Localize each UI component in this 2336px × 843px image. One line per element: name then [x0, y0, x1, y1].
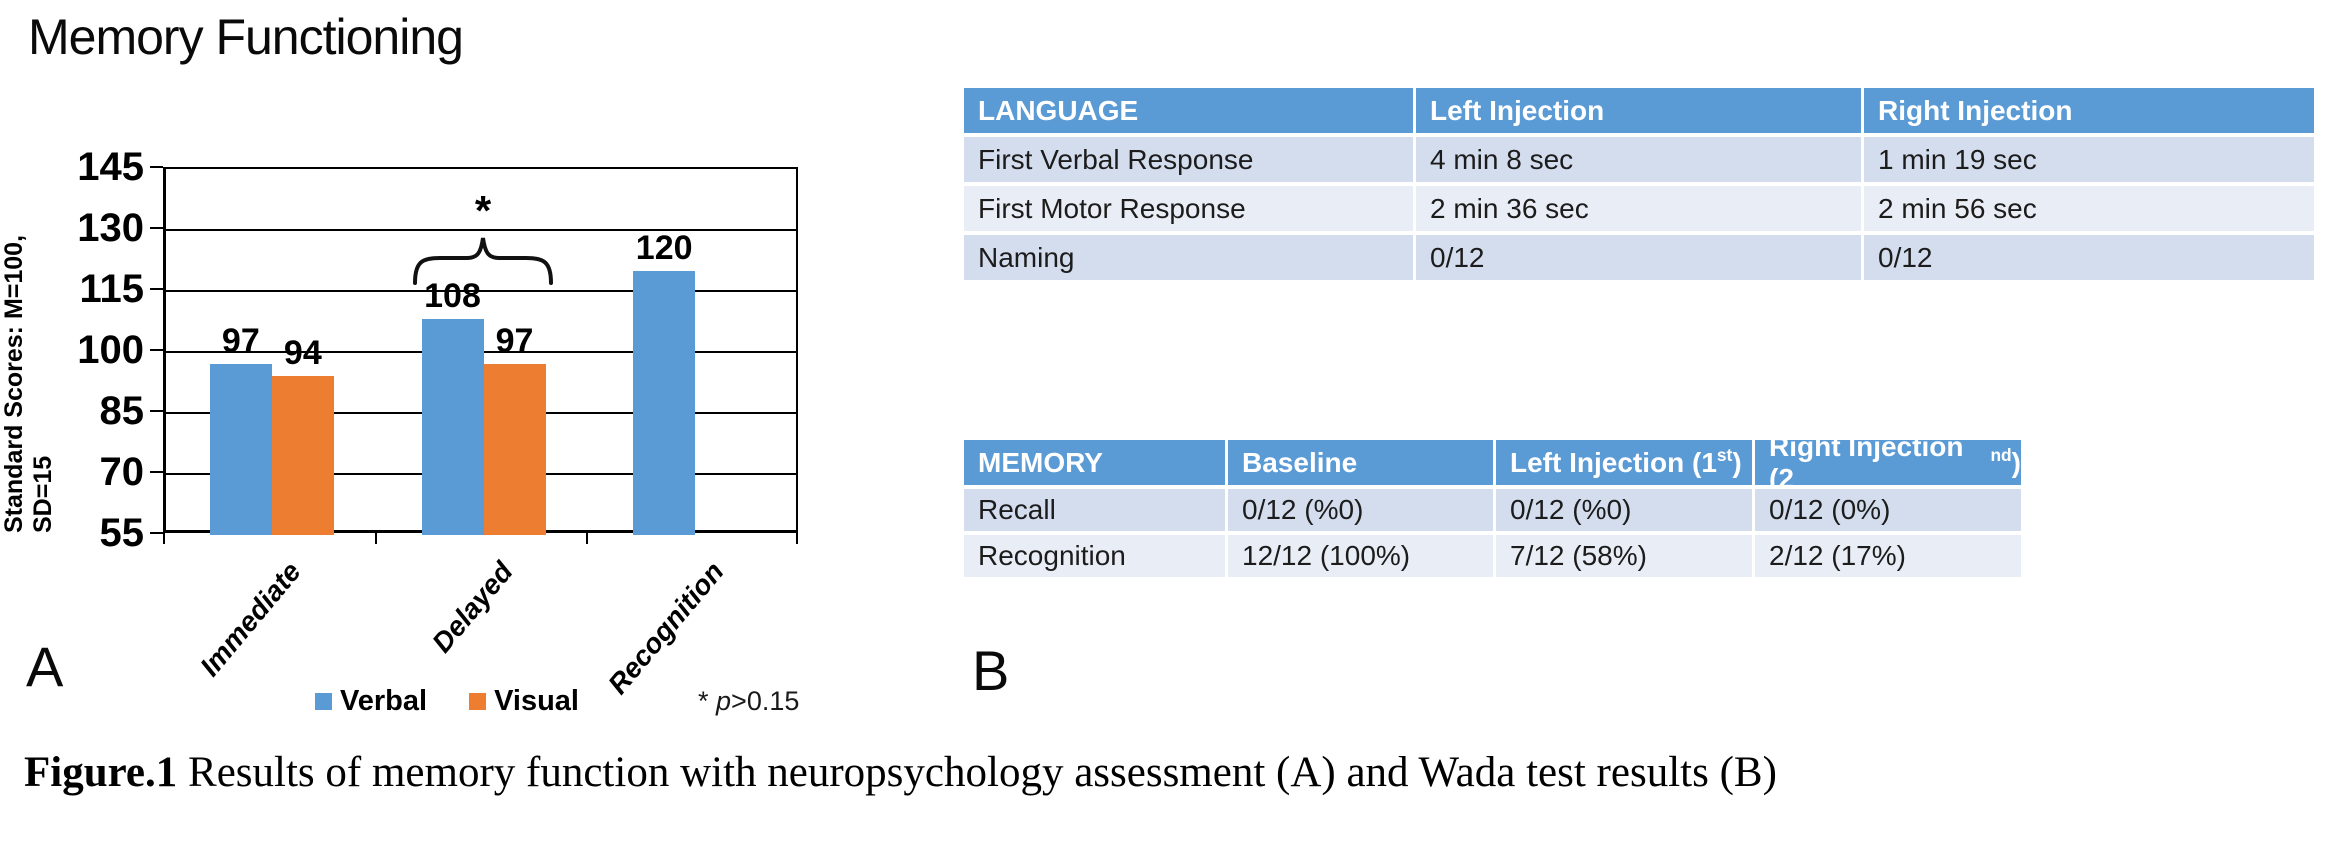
- table-cell: Naming: [964, 235, 1413, 280]
- legend-item-verbal: Verbal: [315, 685, 427, 718]
- bar-value-label: 97: [221, 322, 260, 361]
- x-tick-mark: [796, 533, 798, 544]
- note-rest: >0.15: [731, 686, 800, 716]
- bar-visual-immediate: [271, 376, 334, 535]
- bar-visual-delayed: [483, 364, 546, 535]
- x-tick-mark: [586, 533, 589, 544]
- significance-brace: [413, 237, 553, 285]
- y-tick-label: 115: [79, 267, 144, 311]
- significance-note: * p>0.15: [698, 686, 799, 717]
- bar-verbal-immediate: [209, 364, 272, 535]
- bar-verbal-recognition: [633, 270, 696, 535]
- table-cell: 1 min 19 sec: [1864, 137, 2314, 182]
- memory-table-header: Right Injection (2 nd): [1755, 431, 2021, 494]
- note-star: *: [698, 686, 717, 716]
- y-tick-label: 70: [99, 450, 145, 494]
- y-tick-label: 85: [99, 389, 145, 433]
- memory-table-header: MEMORY: [964, 440, 1225, 485]
- x-axis-tickmarks: [163, 533, 798, 545]
- caption-label: Figure.1: [24, 749, 178, 796]
- y-tick-mark: [150, 532, 163, 534]
- memory-table: MEMORY Baseline Left Injection (1 st) Rig…: [964, 431, 2021, 577]
- table-cell: 2 min 56 sec: [1864, 186, 2314, 231]
- x-tick-mark: [163, 533, 165, 544]
- table-cell: 0/12 (%0): [1496, 489, 1752, 531]
- y-tick-mark: [150, 288, 163, 290]
- table-cell: First Verbal Response: [964, 137, 1413, 182]
- y-tick-mark: [150, 227, 163, 229]
- bar-verbal-delayed: [421, 319, 484, 535]
- y-tick-label: 100: [77, 328, 144, 372]
- header-text: Left Injection (1: [1510, 446, 1717, 478]
- legend-swatch-verbal: [315, 693, 332, 710]
- table-cell: 0/12: [1864, 235, 2314, 280]
- y-tick-mark: [150, 410, 163, 412]
- y-axis-ticks: 55 70 85 100 115 130 145: [55, 147, 150, 553]
- language-table-header: Right Injection: [1864, 88, 2314, 133]
- y-tick-label: 145: [77, 145, 144, 189]
- legend-label: Visual: [494, 685, 579, 717]
- table-cell: 0/12: [1416, 235, 1861, 280]
- legend-item-visual: Visual: [469, 685, 579, 718]
- header-after: ): [1732, 446, 1742, 478]
- x-tick-mark: [374, 533, 377, 544]
- y-axis-tickmarks: [150, 166, 163, 534]
- y-axis-title: Standard Scores: M=100, SD=15: [0, 234, 57, 533]
- y-tick-mark: [150, 166, 163, 168]
- plot-area: 97 108 120 94 97: [163, 167, 798, 535]
- language-table-header: Left Injection: [1416, 88, 1861, 133]
- table-cell: 12/12 (100%): [1228, 535, 1493, 577]
- table-cell: 7/12 (58%): [1496, 535, 1752, 577]
- bar-value-label: 108: [424, 277, 481, 316]
- memory-table-header: Left Injection (1 st): [1496, 440, 1752, 485]
- header-after: ): [2011, 446, 2021, 478]
- gridline: [166, 290, 796, 292]
- header-text: Baseline: [1242, 446, 1358, 478]
- y-tick-mark: [150, 349, 163, 351]
- table-cell: 0/12 (%0): [1228, 489, 1493, 531]
- table-cell: 0/12 (0%): [1755, 489, 2021, 531]
- language-table: LANGUAGE Left Injection Right Injection …: [964, 88, 2314, 280]
- gridline: [166, 229, 796, 231]
- legend-label: Verbal: [340, 685, 428, 717]
- bar-value-label: 94: [283, 334, 322, 373]
- table-cell: 4 min 8 sec: [1416, 137, 1861, 182]
- panel-a-label: A: [26, 635, 64, 698]
- figure-caption: Figure.1 Results of memory function with…: [24, 748, 1777, 797]
- y-tick-mark: [150, 471, 163, 473]
- language-table-header: LANGUAGE: [964, 88, 1413, 133]
- memory-table-header: Baseline: [1228, 440, 1493, 485]
- table-cell: Recognition: [964, 535, 1225, 577]
- y-tick-label: 130: [77, 206, 144, 250]
- legend-swatch-visual: [469, 693, 487, 710]
- y-tick-label: 55: [99, 511, 145, 555]
- chart-title: Memory Functioning: [28, 9, 464, 65]
- header-text: Right Injection (2: [1769, 430, 1964, 494]
- bar-value-label: 120: [635, 228, 693, 267]
- significance-asterisk: *: [474, 187, 492, 234]
- table-cell: 2/12 (17%): [1755, 535, 2021, 577]
- table-cell: First Motor Response: [964, 186, 1413, 231]
- panel-b-label: B: [972, 639, 1010, 702]
- x-axis-label-immediate: Immediate: [193, 556, 307, 683]
- table-cell: 2 min 36 sec: [1416, 186, 1861, 231]
- table-cell: Recall: [964, 489, 1225, 531]
- bar-value-label: 97: [495, 322, 534, 361]
- caption-text: Results of memory function with neuropsy…: [177, 749, 1777, 796]
- header-text: MEMORY: [978, 446, 1103, 478]
- note-p: p: [716, 686, 732, 716]
- chart-legend: Verbal Visual: [315, 685, 579, 718]
